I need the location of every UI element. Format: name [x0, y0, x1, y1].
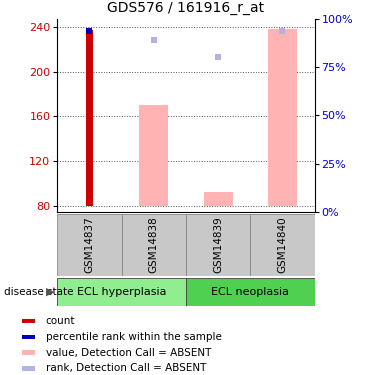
Bar [22, 319, 35, 324]
Bar [186, 278, 314, 306]
Text: ECL hyperplasia: ECL hyperplasia [77, 286, 166, 297]
Text: GSM14839: GSM14839 [213, 216, 223, 273]
Bar [57, 214, 122, 276]
Text: GSM14838: GSM14838 [149, 216, 159, 273]
Bar [250, 214, 314, 276]
Bar [22, 366, 35, 371]
Bar [268, 29, 297, 206]
Bar [139, 105, 168, 206]
Text: ▶: ▶ [47, 286, 55, 297]
Bar [122, 214, 186, 276]
Bar [86, 30, 93, 206]
Text: GSM14840: GSM14840 [278, 216, 287, 273]
Text: count: count [46, 316, 75, 326]
Text: ECL neoplasia: ECL neoplasia [211, 286, 289, 297]
Text: GSM14837: GSM14837 [84, 216, 94, 273]
Bar [22, 350, 35, 355]
Title: GDS576 / 161916_r_at: GDS576 / 161916_r_at [107, 1, 265, 15]
Text: value, Detection Call = ABSENT: value, Detection Call = ABSENT [46, 348, 211, 358]
Text: disease state: disease state [4, 286, 73, 297]
Text: rank, Detection Call = ABSENT: rank, Detection Call = ABSENT [46, 363, 206, 374]
Bar [186, 214, 250, 276]
Bar [204, 192, 232, 206]
Bar [22, 334, 35, 339]
Text: percentile rank within the sample: percentile rank within the sample [46, 332, 222, 342]
Bar [57, 278, 186, 306]
